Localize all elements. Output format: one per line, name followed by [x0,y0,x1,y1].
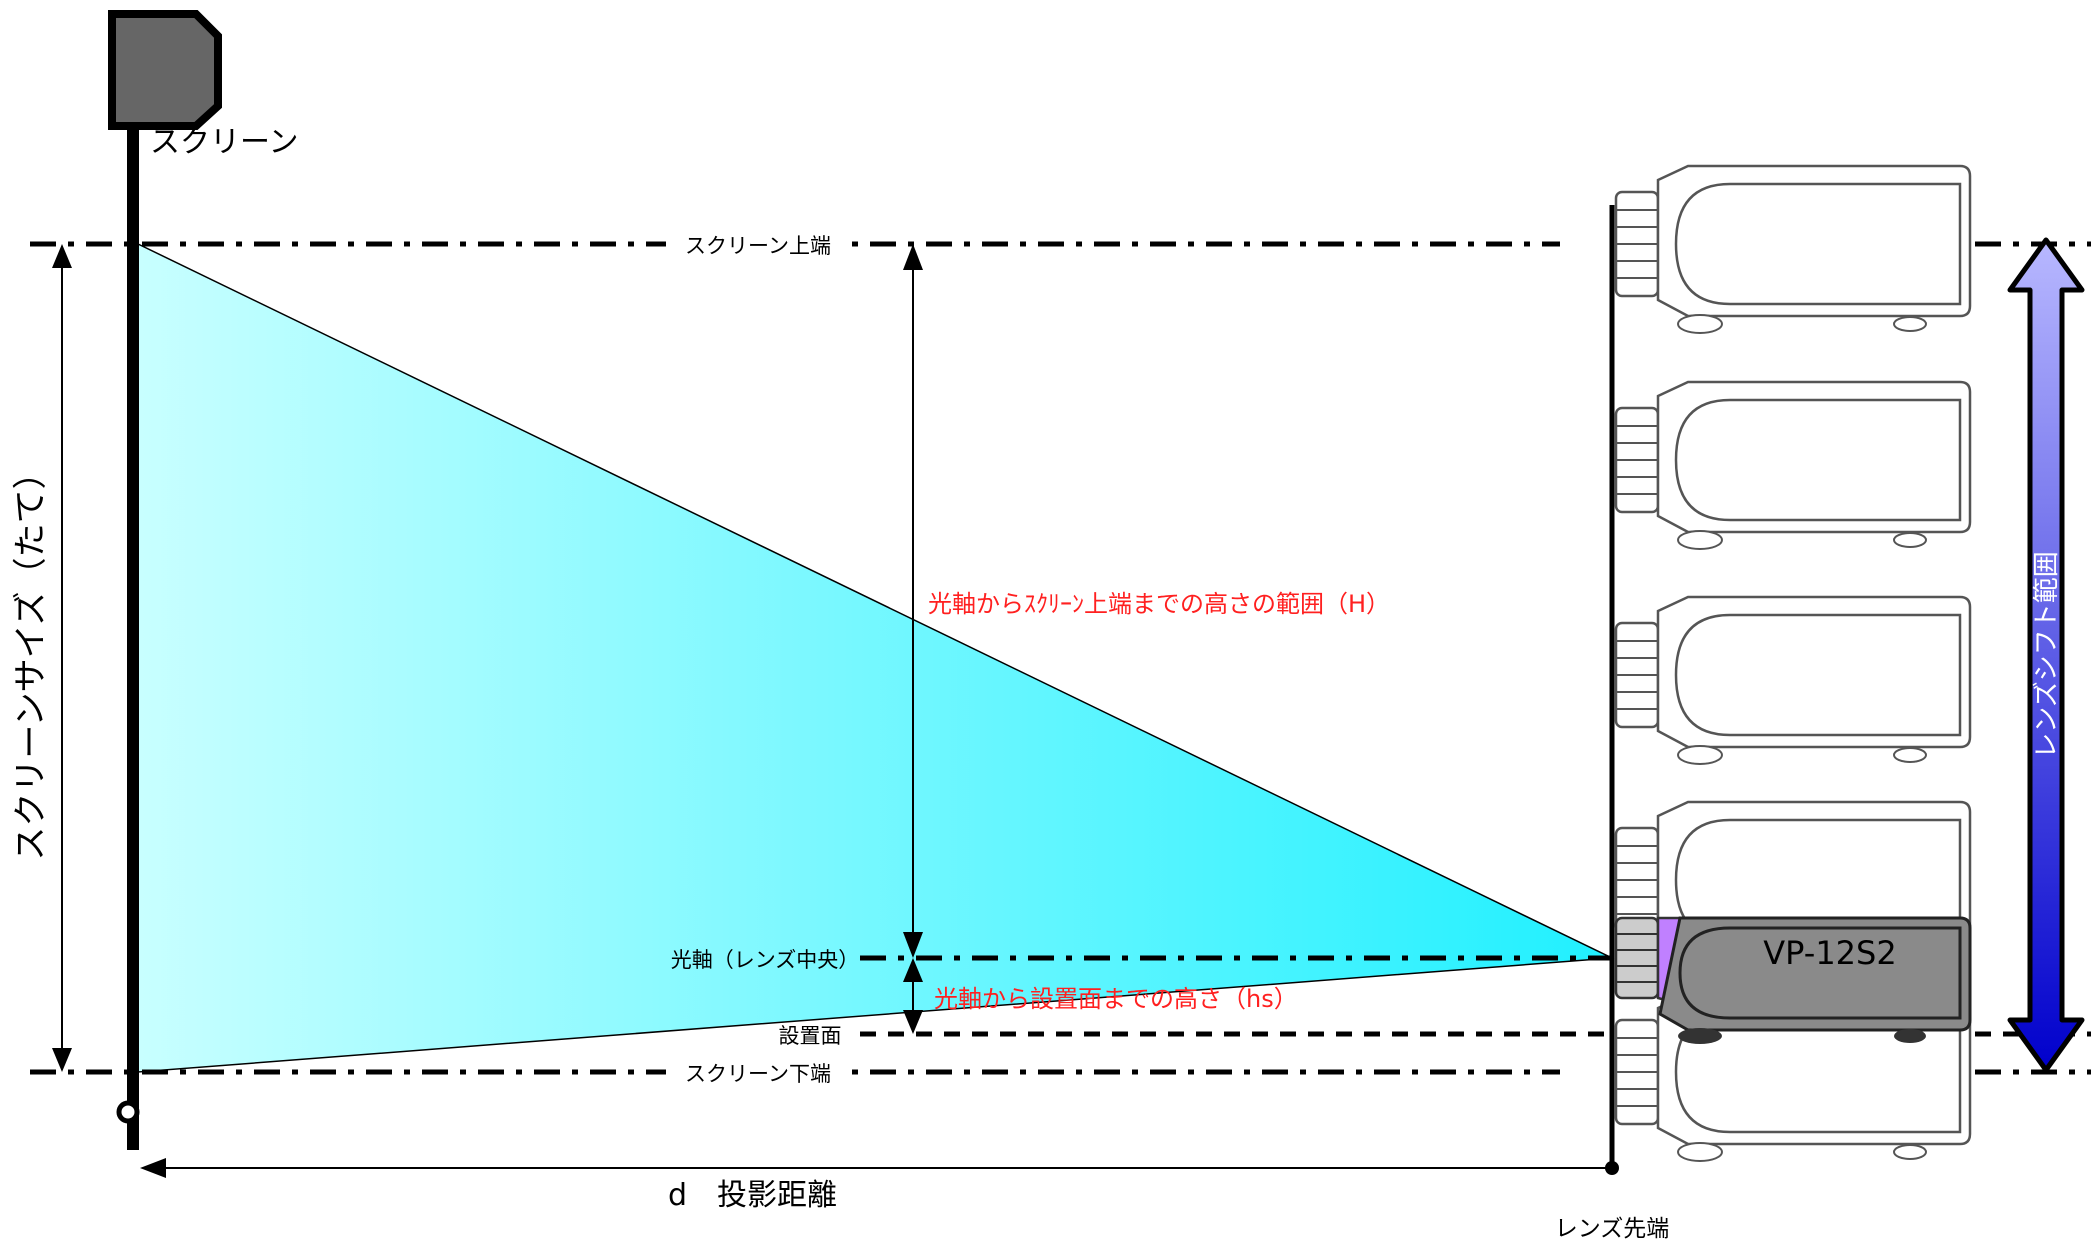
projector-position-1 [1614,164,1972,335]
screen-label: スクリーン [150,125,299,160]
projector-position-2 [1614,380,1972,551]
optical-axis-label: 光軸（レンズ中央） [671,948,860,972]
screen-stand [108,10,222,1150]
projector-current [1614,916,1972,1044]
lens-shift-label: レンズシフト範囲 [2032,551,2062,758]
screen-bottom-label: スクリーン下端 [685,1062,831,1086]
height-hs-label: 光軸から設置面までの高さ（hs） [934,985,1298,1013]
screen-head-icon [108,10,222,130]
screen-pivot-icon [116,1100,140,1124]
lens-tip-label: レンズ先端 [1555,1216,1670,1240]
screen-top-label: スクリーン上端 [685,234,831,258]
height-range-arrow [903,244,923,958]
projection-beam [137,242,1615,1073]
height-range-label: 光軸からｽｸﾘｰﾝ上端までの高さの範囲（H） [928,590,1390,618]
screen-size-label: スクリーンサイズ（たて） [11,455,51,860]
projector-model-label: VP-12S2 [1763,934,1896,972]
height-hs-arrow [903,958,923,1034]
lens-shift-arrow [2007,237,2085,1073]
distance-label: d 投影距離 [668,1178,837,1213]
distance-arrow [140,1158,1619,1178]
install-surface-label: 設置面 [779,1024,842,1048]
projector-position-3 [1614,595,1972,766]
screen-size-arrow [52,244,72,1072]
